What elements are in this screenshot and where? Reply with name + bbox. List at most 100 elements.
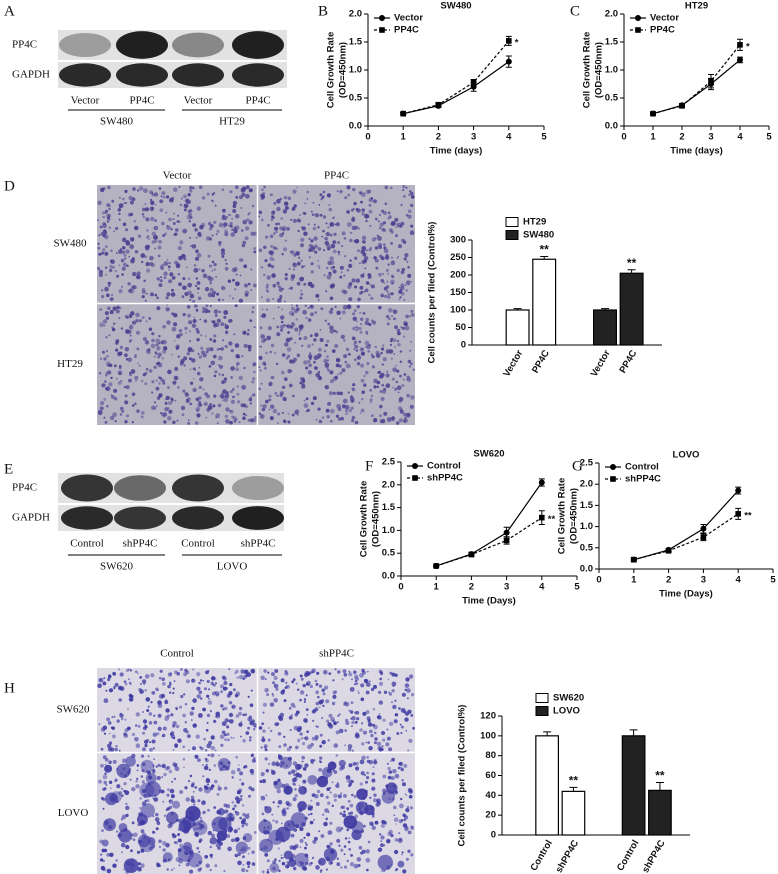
cell: [146, 709, 149, 712]
cell: [336, 404, 341, 409]
marker: [650, 111, 656, 117]
cell: [107, 307, 111, 311]
cell: [383, 282, 385, 284]
cell: [157, 821, 161, 825]
cell: [393, 785, 396, 788]
cell: [394, 817, 399, 822]
cell: [301, 737, 303, 739]
blot-row-label: GAPDH: [12, 512, 50, 524]
cell: [343, 354, 347, 358]
cell: [219, 244, 221, 246]
cell: [211, 857, 213, 859]
cell: [140, 676, 142, 678]
cell: [158, 353, 162, 357]
cell: [391, 221, 396, 226]
cell: [328, 830, 333, 835]
cell: [326, 267, 328, 269]
cell: [362, 812, 364, 814]
y-tick-label: 1.5: [605, 37, 619, 48]
cell: [303, 283, 306, 286]
cell: [222, 389, 227, 394]
cell: [363, 259, 367, 263]
cell: [225, 419, 230, 424]
cell: [394, 700, 396, 702]
cell: [164, 407, 168, 411]
cell: [134, 402, 137, 405]
cell: [330, 849, 335, 854]
cell: [191, 782, 194, 785]
cell: [366, 281, 369, 284]
cell: [192, 388, 196, 392]
cell: [156, 343, 159, 346]
cell: [225, 394, 230, 399]
cell: [235, 196, 238, 199]
cell: [360, 364, 364, 368]
cell: [119, 365, 122, 368]
cell: [176, 672, 180, 676]
y-axis-label: Cell Growth Rate: [359, 481, 370, 558]
cell: [381, 820, 385, 824]
cell: [223, 316, 226, 319]
cell: [407, 749, 409, 751]
cell: [216, 810, 221, 815]
cell: [288, 413, 290, 415]
cell: [251, 753, 254, 756]
cell: [214, 780, 218, 784]
cell: [323, 670, 328, 675]
cell: [337, 670, 340, 673]
cell: [153, 407, 156, 410]
cell: [379, 390, 382, 393]
cell: [377, 386, 380, 389]
cell: [229, 683, 232, 686]
cell: [244, 765, 247, 768]
cell: [365, 331, 368, 334]
cell: [193, 723, 197, 727]
legend-marker: [635, 15, 641, 21]
cell: [270, 235, 274, 239]
cell: [108, 760, 112, 764]
cell: [140, 683, 142, 685]
cell: [318, 204, 320, 206]
cell: [216, 233, 218, 235]
cell: [158, 376, 160, 378]
cell: [384, 691, 387, 694]
cell: [183, 195, 187, 199]
cell: [182, 390, 185, 393]
cell: [233, 688, 236, 691]
cell: [410, 395, 415, 400]
cell: [120, 250, 122, 252]
cell: [213, 268, 216, 271]
cell: [314, 311, 317, 314]
cell: [273, 409, 278, 414]
cell: [379, 214, 381, 216]
cell: [206, 744, 211, 749]
cell: [105, 421, 108, 424]
cell: [376, 353, 381, 358]
cell: [356, 279, 360, 283]
cell: [381, 210, 384, 213]
cell: [190, 812, 194, 816]
cell: [116, 309, 120, 313]
cell: [329, 822, 332, 825]
cell: [291, 834, 295, 838]
cell: [332, 351, 334, 353]
cell: [301, 756, 305, 760]
cell: [268, 739, 271, 742]
cell: [330, 717, 335, 722]
cell: [370, 398, 373, 401]
cell: [339, 713, 341, 715]
cell: [395, 226, 397, 228]
cell: [128, 668, 130, 670]
cell: [206, 764, 208, 766]
legend-label: LOVO: [553, 706, 580, 717]
y-axis-label: Cell counts per filed (Control%): [427, 222, 438, 364]
cell: [322, 689, 325, 692]
cell: [111, 326, 114, 329]
cell: [104, 232, 107, 235]
cell: [125, 394, 128, 397]
cell: [279, 860, 281, 862]
cell: [262, 779, 266, 783]
cell: [282, 412, 284, 414]
cell: [296, 187, 298, 189]
panel-letter: H: [4, 680, 15, 696]
